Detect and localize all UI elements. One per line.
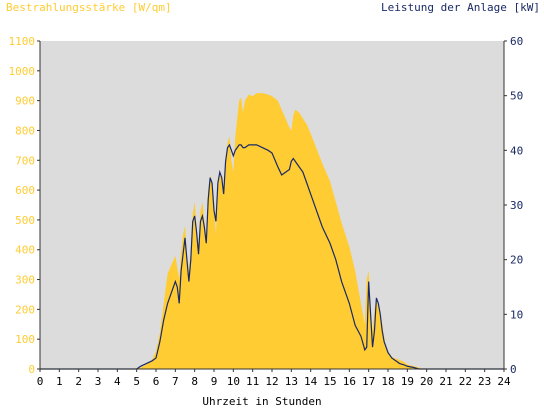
x-tick-label: 10 [227, 375, 240, 388]
x-tick-label: 9 [211, 375, 218, 388]
x-tick-label: 6 [153, 375, 160, 388]
x-tick-label: 16 [343, 375, 356, 388]
left-tick-label: 100 [15, 333, 35, 346]
x-tick-label: 4 [114, 375, 121, 388]
left-tick-label: 500 [15, 214, 35, 227]
left-tick-label: 200 [15, 303, 35, 316]
right-axis-title: Leistung der Anlage [kW] [381, 1, 540, 14]
series-layer [40, 93, 504, 370]
right-tick-label: 50 [510, 90, 523, 103]
left-axis-ticks: 0 100 200 300 400 500 600 700 800 900 1000 1100 [9, 35, 40, 376]
left-tick-label: 600 [15, 184, 35, 197]
x-tick-label: 17 [362, 375, 375, 388]
x-tick-label: 3 [95, 375, 102, 388]
left-tick-label: 700 [15, 154, 35, 167]
x-tick-label: 7 [172, 375, 179, 388]
right-tick-label: 30 [510, 199, 523, 212]
left-tick-label: 1100 [9, 35, 36, 48]
x-tick-label: 14 [304, 375, 318, 388]
power-line-series [40, 143, 504, 370]
x-axis-title: Uhrzeit in Stunden [202, 395, 321, 408]
x-tick-label: 1 [56, 375, 63, 388]
left-tick-label: 900 [15, 95, 35, 108]
irradiance-area-series [40, 93, 504, 370]
x-axis-ticks: 0 1 2 3 4 5 6 7 8 9 10 11 12 13 14 15 16 17 18 19 20 21 22 23 24 [37, 369, 511, 388]
right-tick-label: 0 [510, 363, 517, 376]
x-tick-label: 0 [37, 375, 44, 388]
right-tick-label: 20 [510, 254, 523, 267]
left-tick-label: 300 [15, 274, 35, 287]
x-tick-label: 15 [323, 375, 336, 388]
right-tick-label: 40 [510, 144, 523, 157]
x-tick-label: 21 [439, 375, 452, 388]
x-tick-label: 23 [478, 375, 491, 388]
x-tick-label: 24 [497, 375, 511, 388]
left-axis-title: Bestrahlungsstärke [W/qm] [6, 1, 172, 14]
right-axis-ticks: 0 10 20 30 40 50 60 [504, 35, 523, 376]
x-tick-label: 12 [265, 375, 278, 388]
x-tick-label: 18 [381, 375, 394, 388]
x-tick-label: 2 [75, 375, 82, 388]
x-tick-label: 11 [246, 375, 259, 388]
x-tick-label: 19 [401, 375, 414, 388]
left-tick-label: 800 [15, 124, 35, 137]
left-tick-label: 1000 [9, 65, 36, 78]
left-tick-label: 0 [28, 363, 35, 376]
left-tick-label: 400 [15, 244, 35, 257]
x-tick-label: 5 [133, 375, 140, 388]
right-tick-label: 10 [510, 308, 523, 321]
x-tick-label: 20 [420, 375, 433, 388]
x-tick-label: 22 [459, 375, 472, 388]
x-tick-label: 13 [285, 375, 298, 388]
x-tick-label: 8 [191, 375, 198, 388]
right-tick-label: 60 [510, 35, 523, 48]
